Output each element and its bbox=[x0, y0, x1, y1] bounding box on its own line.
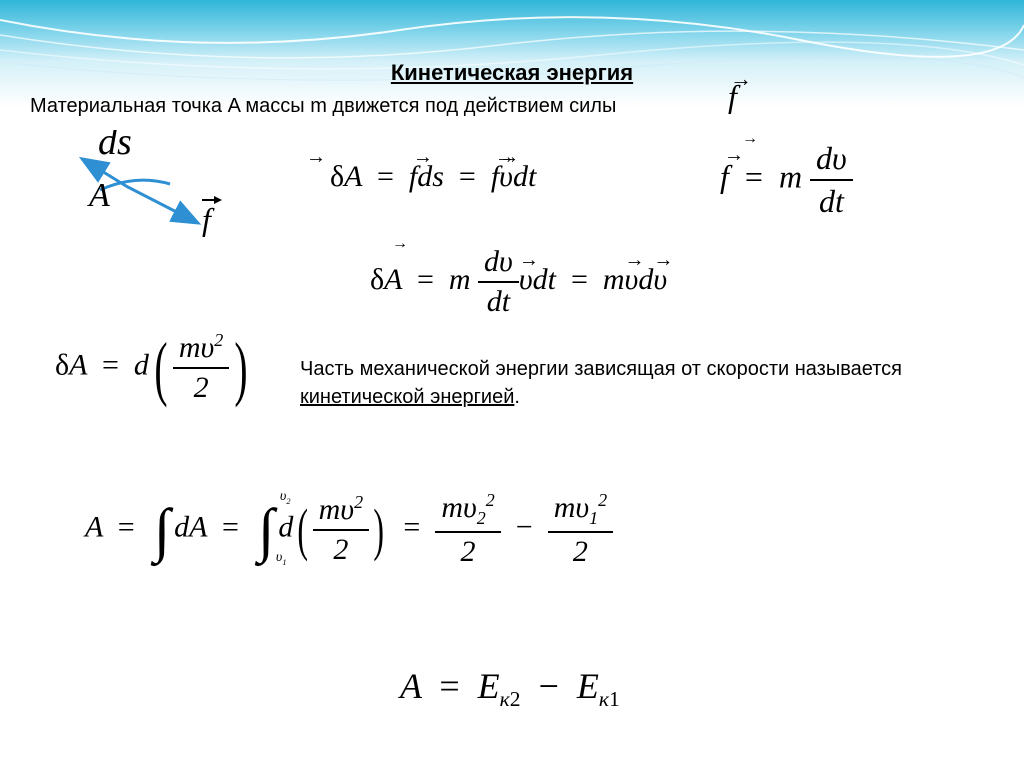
slide-title: Кинетическая энергия bbox=[0, 60, 1024, 86]
vector-diagram: ds A f bbox=[70, 130, 270, 250]
svg-text:f: f bbox=[202, 201, 215, 237]
equation-newton: →f = m dυ→ dt bbox=[720, 140, 853, 220]
equation-work-ke-difference: A = Eк2 − Eк1 bbox=[400, 665, 620, 712]
slide: Кинетическая энергия Материальная точка … bbox=[0, 0, 1024, 767]
equation-work-integral: A = ∫dA = ∫υ2υ1d( mυ2 2 ) = mυ22 2 − mυ1… bbox=[85, 490, 613, 569]
equation-delta-a-expanded: δA = m dυ→ dt →υdt = m→υd→υ bbox=[370, 245, 667, 319]
equation-delta-a-differential: δA = d( mυ2 2 ) bbox=[55, 330, 253, 405]
force-symbol: →f bbox=[728, 78, 737, 115]
equation-delta-a-fds: δA = →fds→ = →f→υdt bbox=[330, 160, 536, 194]
svg-text:A: A bbox=[87, 177, 110, 214]
kinetic-energy-definition: Часть механической энергии зависящая от … bbox=[300, 355, 950, 411]
subtitle-text: Материальная точка A массы m движется по… bbox=[30, 95, 616, 118]
svg-text:ds: ds bbox=[98, 130, 132, 163]
